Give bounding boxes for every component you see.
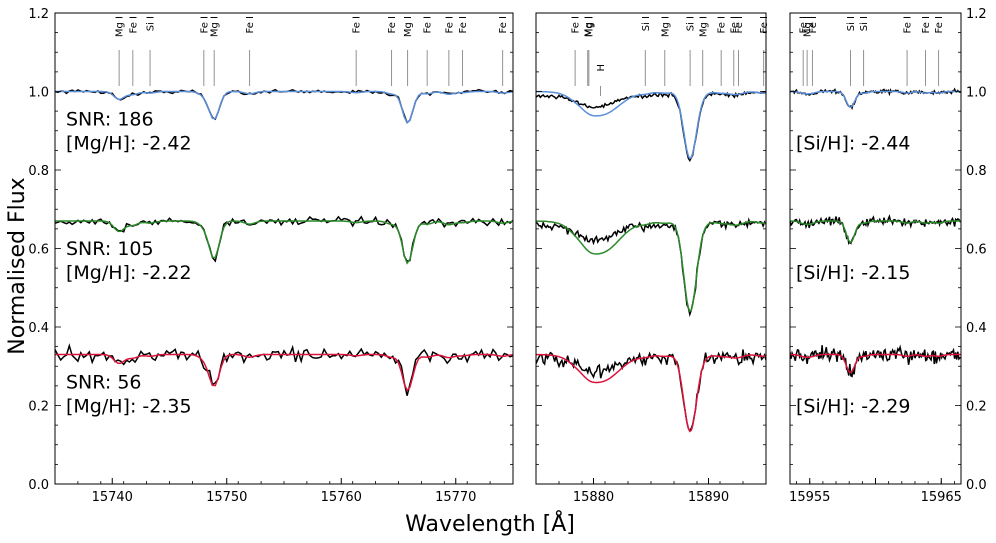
line-label-p1-3: Fe I [199, 16, 210, 34]
model-spectrum-p1-1 [55, 220, 513, 265]
model-spectrum-p2-2 [536, 353, 766, 433]
y-tick-label-left-3: 0.6 [28, 243, 49, 258]
line-label-p1-12: Fe I [498, 16, 509, 34]
model-spectrum-p3-0 [790, 90, 961, 108]
observed-spectrum-p2-1 [536, 217, 766, 318]
y-tick-label-right-0: 0.0 [966, 478, 987, 493]
model-spectrum-p2-0 [536, 90, 766, 160]
line-label-p2-2: Mg I [584, 16, 595, 37]
line-label-p1-1: Fe I [128, 16, 139, 34]
snr-label-0: SNR: 186 [66, 109, 154, 131]
line-label-p1-9: Fe I [423, 16, 434, 34]
model-spectrum-p2-1 [536, 220, 766, 313]
line-label-p2-1: Mg I [583, 16, 594, 37]
line-label-p3-6: Fe I [921, 16, 932, 34]
y-tick-label-right-6: 1.2 [966, 7, 987, 22]
observed-spectrum-p1-2 [55, 343, 513, 396]
y-tick-label-left-6: 1.2 [28, 7, 49, 22]
x-tick-label-p3-0: 15955 [789, 490, 830, 505]
line-label-p1-8: Mg I [403, 16, 414, 37]
panel-p1: Mg I Fe I Si I Fe I Mg I Fe I Fe I Fe I Mg I Fe I… [54, 12, 514, 505]
mg-label-1: [Mg/H]: -2.22 [66, 262, 192, 284]
y-tick-label-right-2: 0.4 [966, 321, 987, 336]
x-tick-label-p2-1: 15890 [688, 490, 729, 505]
panels-group: Mg I Fe I Si I Fe I Mg I Fe I Fe I Fe I Mg I Fe I… [28, 7, 986, 505]
snr-label-2: SNR: 56 [66, 371, 142, 393]
si-label-1: [Si/H]: -2.15 [796, 262, 910, 284]
y-tick-label-right-5: 1.0 [966, 86, 987, 101]
x-tick-label-p1-0: 15740 [92, 490, 133, 505]
mg-label-2: [Mg/H]: -2.35 [66, 395, 192, 417]
line-label-p1-2: Si I [146, 16, 157, 31]
si-label-0: [Si/H]: -2.44 [796, 133, 910, 155]
observed-spectrum-p2-0 [536, 90, 766, 162]
line-label-p2-9: Fe I [729, 16, 740, 34]
line-label-p2-4: Si I [641, 16, 652, 31]
x-tick-label-p2-0: 15880 [573, 490, 614, 505]
line-label-p3-3: Si I [846, 16, 857, 31]
line-label-p2-8: Fe I [717, 16, 728, 34]
line-label-p3-0: Fe I [799, 16, 810, 34]
line-label-p1-4: Mg I [210, 16, 221, 37]
y-tick-label-left-5: 1.0 [28, 86, 49, 101]
line-label-p1-10: Fe I [444, 16, 455, 34]
line-label-p2-0: Fe I [571, 16, 582, 34]
plot-area-p3 [790, 50, 961, 378]
y-tick-label-left-0: 0.0 [28, 478, 49, 493]
line-label-p2-5: Mg I [660, 16, 671, 37]
plot-area-p1 [55, 50, 513, 396]
line-label-p2-11: Fe I [759, 16, 770, 34]
observed-spectrum-p2-2 [536, 349, 766, 433]
observed-spectrum-p3-2 [790, 344, 961, 378]
x-axis-title: Wavelength [Å] [405, 510, 575, 537]
line-label-p3-2: Fe I [808, 16, 819, 34]
line-label-p1-0: Mg I [115, 16, 126, 37]
x-tick-label-p1-1: 15750 [206, 490, 247, 505]
line-label-p2-7: Mg I [698, 16, 709, 37]
x-tick-label-p1-3: 15770 [435, 490, 476, 505]
x-tick-label-p1-2: 15760 [321, 490, 362, 505]
y-tick-label-left-4: 0.8 [28, 164, 49, 179]
y-tick-label-right-3: 0.6 [966, 243, 987, 258]
line-label-p1-7: Fe I [387, 16, 398, 34]
line-label-p2-3: H [596, 64, 607, 72]
line-label-p3-4: Si I [859, 16, 870, 31]
y-tick-label-right-1: 0.2 [966, 400, 987, 415]
y-axis-title: Normalised Flux [5, 177, 30, 354]
y-tick-label-left-1: 0.2 [28, 400, 49, 415]
line-label-p1-5: Fe I [245, 16, 256, 34]
model-spectrum-p3-2 [790, 353, 961, 374]
mg-label-0: [Mg/H]: -2.42 [66, 133, 192, 155]
frame-p2 [535, 12, 767, 485]
x-tick-label-p3-2: 15965 [921, 490, 962, 505]
y-tick-label-right-4: 0.8 [966, 164, 987, 179]
si-label-2: [Si/H]: -2.29 [796, 395, 910, 417]
line-label-p2-6: Si I [686, 16, 697, 31]
line-label-p3-1: Mg I [803, 16, 814, 37]
y-tick-label-left-2: 0.4 [28, 321, 49, 336]
snr-label-1: SNR: 105 [66, 238, 154, 260]
line-label-p2-10: Fe I [734, 16, 745, 34]
model-spectrum-p3-1 [790, 220, 961, 243]
plot-area-p2 [536, 50, 766, 433]
line-label-p3-7: Fe I [934, 16, 945, 34]
line-label-p1-11: Fe I [458, 16, 469, 34]
model-spectrum-p1-2 [55, 353, 513, 392]
line-label-p1-6: Fe I [352, 16, 363, 34]
model-spectrum-p1-0 [55, 90, 513, 124]
line-label-p3-5: Fe I [903, 16, 914, 34]
